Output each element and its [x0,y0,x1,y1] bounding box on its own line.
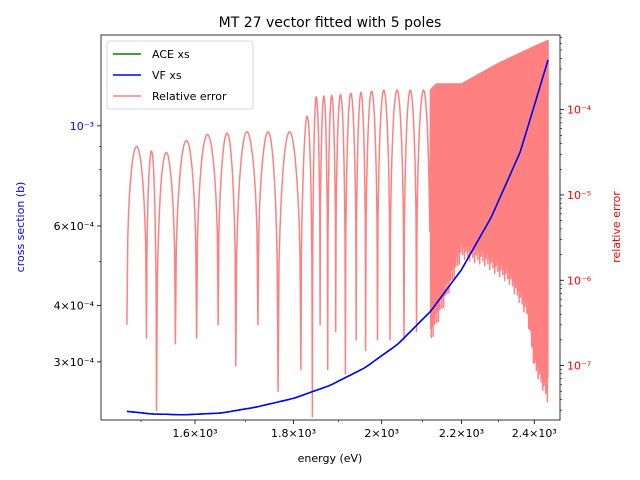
plot-frame [100,34,561,421]
y-tick-label: 10⁻³ [70,120,94,133]
y2-axis-label: relative error [610,191,623,263]
y2-tick-label: 10⁻⁶ [567,274,592,287]
x-axis-label: energy (eV) [298,452,363,465]
series-line-relative-error [126,39,549,418]
legend-box [106,40,254,110]
y-axis-label: cross section (b) [14,182,27,273]
y-ticks: 3×10⁻⁴ 4×10⁻⁴ 6×10⁻⁴ 10⁻³ [54,120,101,369]
y2-ticks: 10⁻⁷ 10⁻⁶ 10⁻⁵ 10⁻⁴ [560,37,592,411]
plot-layer [126,39,549,418]
series-line-vf-xs [126,59,549,416]
x-tick-label: 1.8×10³ [271,427,316,440]
y-tick-label: 6×10⁻⁴ [54,220,95,233]
x-tick-label: 1.6×10³ [172,427,217,440]
x-tick-label: 2.2×10³ [439,427,484,440]
x-tick-label: 2×10³ [364,427,399,440]
x-tick-label: 2.4×10³ [512,427,557,440]
y2-tick-label: 10⁻⁴ [567,104,592,117]
x-ticks: 1.6×10³ 1.8×10³ 2×10³ 2.2×10³ 2.4×10³ [140,420,557,440]
y-tick-label: 3×10⁻⁴ [54,356,95,369]
chart-title: MT 27 vector fitted with 5 poles [219,15,442,31]
legend-label-vf-xs: VF xs [152,69,182,82]
legend-label-ace-xs: ACE xs [152,48,190,61]
y2-tick-label: 10⁻⁷ [567,360,591,373]
y2-tick-label: 10⁻⁵ [567,189,591,202]
y-tick-label: 4×10⁻⁴ [54,299,95,312]
legend: ACE xs VF xs Relative error [106,40,254,110]
legend-label-relative-error: Relative error [152,90,227,103]
